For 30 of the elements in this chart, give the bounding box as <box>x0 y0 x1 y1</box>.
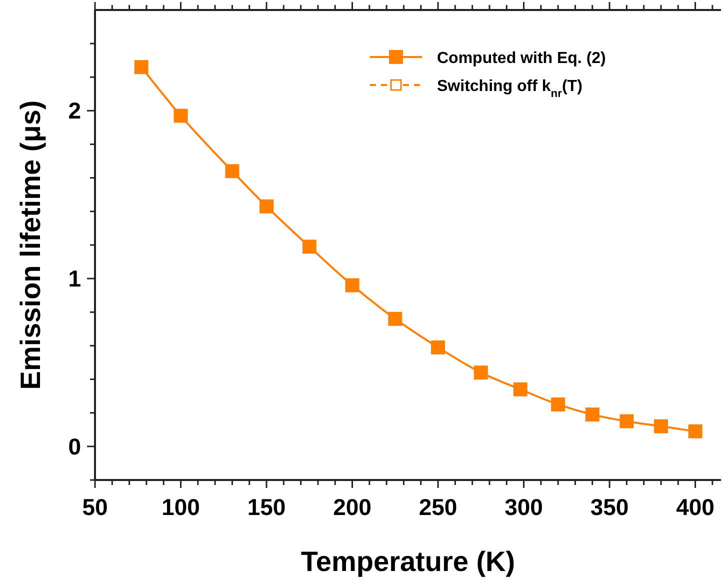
x-tick-label: 150 <box>247 494 286 520</box>
x-tick-label: 100 <box>162 494 200 520</box>
y-tick-label: 0 <box>68 433 81 460</box>
point <box>654 419 668 434</box>
point <box>174 108 188 123</box>
y-tick-label: 1 <box>68 266 82 292</box>
y-axis-title: Emission lifetime (μs) <box>15 100 46 390</box>
x-tick-label: 250 <box>418 494 458 520</box>
point <box>551 397 566 412</box>
point <box>225 164 240 178</box>
point <box>260 199 274 214</box>
x-tick-label: 350 <box>590 494 629 520</box>
legend-label: Switching off k$_{nr}$(T) <box>437 78 582 100</box>
point <box>345 278 360 292</box>
point <box>302 240 316 254</box>
point <box>431 340 446 354</box>
x-tick-label: 400 <box>676 494 714 520</box>
point <box>388 312 402 326</box>
x-axis-title: Temperature (K) <box>300 546 516 577</box>
x-tick-label: 200 <box>333 494 372 520</box>
point <box>474 366 488 380</box>
point <box>688 424 702 438</box>
point <box>620 414 634 428</box>
point <box>134 60 148 74</box>
point <box>513 382 528 396</box>
legend-label: Computed with Eq. (2) <box>437 50 606 67</box>
x-tick-label: 300 <box>504 494 543 520</box>
point <box>585 408 600 422</box>
y-tick-label: 2 <box>68 98 81 124</box>
x-tick-label: 50 <box>82 494 108 520</box>
